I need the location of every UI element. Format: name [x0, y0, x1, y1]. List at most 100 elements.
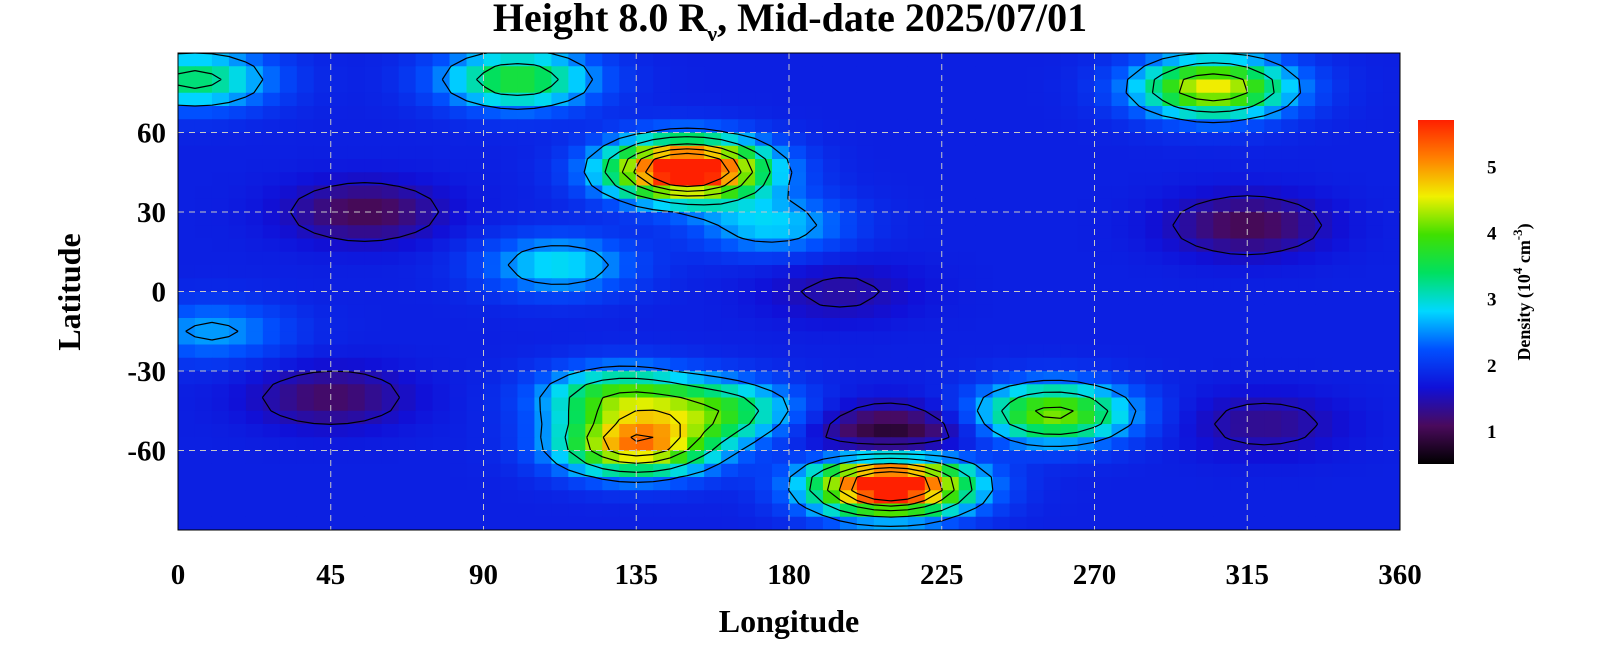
density-cell — [1026, 92, 1045, 107]
density-cell — [1281, 106, 1299, 120]
density-cell — [789, 79, 807, 94]
density-cell — [178, 172, 196, 187]
density-cell — [1179, 344, 1197, 359]
density-cell — [721, 212, 739, 226]
density-cell — [789, 225, 807, 240]
density-cell — [839, 357, 858, 372]
density-cell — [466, 344, 485, 359]
density-cell — [789, 145, 807, 160]
density-cell — [1264, 463, 1282, 478]
density-cell — [1162, 503, 1180, 518]
density-cell — [1077, 92, 1096, 107]
density-cell — [907, 291, 926, 306]
density-cell — [772, 132, 790, 147]
density-cell — [1230, 106, 1248, 120]
density-cell — [500, 66, 519, 81]
density-cell — [805, 198, 824, 213]
density-cell — [534, 278, 552, 293]
density-cell — [178, 357, 196, 372]
density-cell — [1128, 159, 1147, 173]
density-cell — [1213, 212, 1231, 226]
density-cell — [568, 503, 586, 518]
density-cell — [721, 159, 739, 173]
density-cell — [890, 278, 909, 293]
density-cell — [1128, 66, 1147, 81]
density-cell — [941, 185, 960, 200]
density-cell — [1213, 198, 1231, 213]
density-cell — [1145, 503, 1163, 518]
density-cell — [721, 477, 739, 491]
density-cell — [262, 516, 281, 530]
density-cell — [483, 132, 502, 147]
density-cell — [517, 318, 536, 332]
density-cell — [1128, 410, 1147, 425]
density-cell — [551, 92, 569, 107]
density-cell — [1060, 251, 1079, 266]
density-cell — [466, 132, 485, 147]
density-cell — [1298, 265, 1316, 279]
density-cell — [1060, 463, 1079, 478]
density-cell — [653, 92, 671, 107]
density-cell — [1077, 198, 1096, 213]
density-cell — [670, 198, 688, 213]
density-cell — [873, 490, 892, 505]
density-cell — [772, 503, 790, 518]
density-cell — [483, 503, 502, 518]
density-cell — [873, 66, 892, 81]
density-cell — [636, 344, 654, 359]
density-cell — [1196, 291, 1214, 306]
density-cell — [636, 291, 654, 306]
density-cell — [738, 238, 756, 253]
density-cell — [924, 159, 943, 173]
density-cell — [975, 106, 994, 120]
density-cell — [194, 172, 213, 187]
density-cell — [755, 331, 773, 346]
density-cell — [1332, 251, 1350, 266]
density-cell — [1281, 477, 1299, 491]
density-cell — [805, 53, 824, 67]
density-cell — [1264, 132, 1282, 147]
density-cell — [178, 384, 196, 399]
density-cell — [1366, 79, 1384, 94]
density-cell — [704, 424, 722, 438]
density-cell — [194, 145, 213, 160]
density-cell — [704, 53, 722, 67]
density-cell — [1349, 132, 1367, 147]
density-cell — [975, 251, 994, 266]
density-cell — [1230, 132, 1248, 147]
density-cell — [1332, 437, 1350, 452]
density-cell — [245, 79, 264, 94]
density-cell — [822, 106, 841, 120]
density-cell — [245, 450, 264, 465]
density-cell — [856, 331, 875, 346]
density-cell — [975, 384, 994, 399]
density-cell — [890, 159, 909, 173]
density-cell — [653, 516, 671, 530]
density-cell — [483, 437, 502, 452]
density-cell — [890, 53, 909, 67]
density-cell — [1366, 463, 1384, 478]
density-cell — [687, 132, 705, 147]
density-cell — [772, 278, 790, 293]
density-cell — [1332, 490, 1350, 505]
density-cell — [1060, 318, 1079, 332]
density-cell — [466, 159, 485, 173]
density-cell — [856, 357, 875, 372]
density-cell — [245, 410, 264, 425]
density-cell — [1332, 92, 1350, 107]
density-cell — [839, 424, 858, 438]
density-cell — [364, 185, 383, 200]
density-cell — [279, 106, 298, 120]
density-cell — [1264, 424, 1282, 438]
density-cell — [805, 503, 824, 518]
density-cell — [805, 225, 824, 240]
density-cell — [483, 225, 502, 240]
density-cell — [721, 490, 739, 505]
density-cell — [721, 106, 739, 120]
density-cell — [653, 79, 671, 94]
density-cell — [466, 384, 485, 399]
density-cell — [1298, 66, 1316, 81]
density-cell — [500, 225, 519, 240]
density-cell — [1332, 331, 1350, 346]
density-cell — [941, 212, 960, 226]
